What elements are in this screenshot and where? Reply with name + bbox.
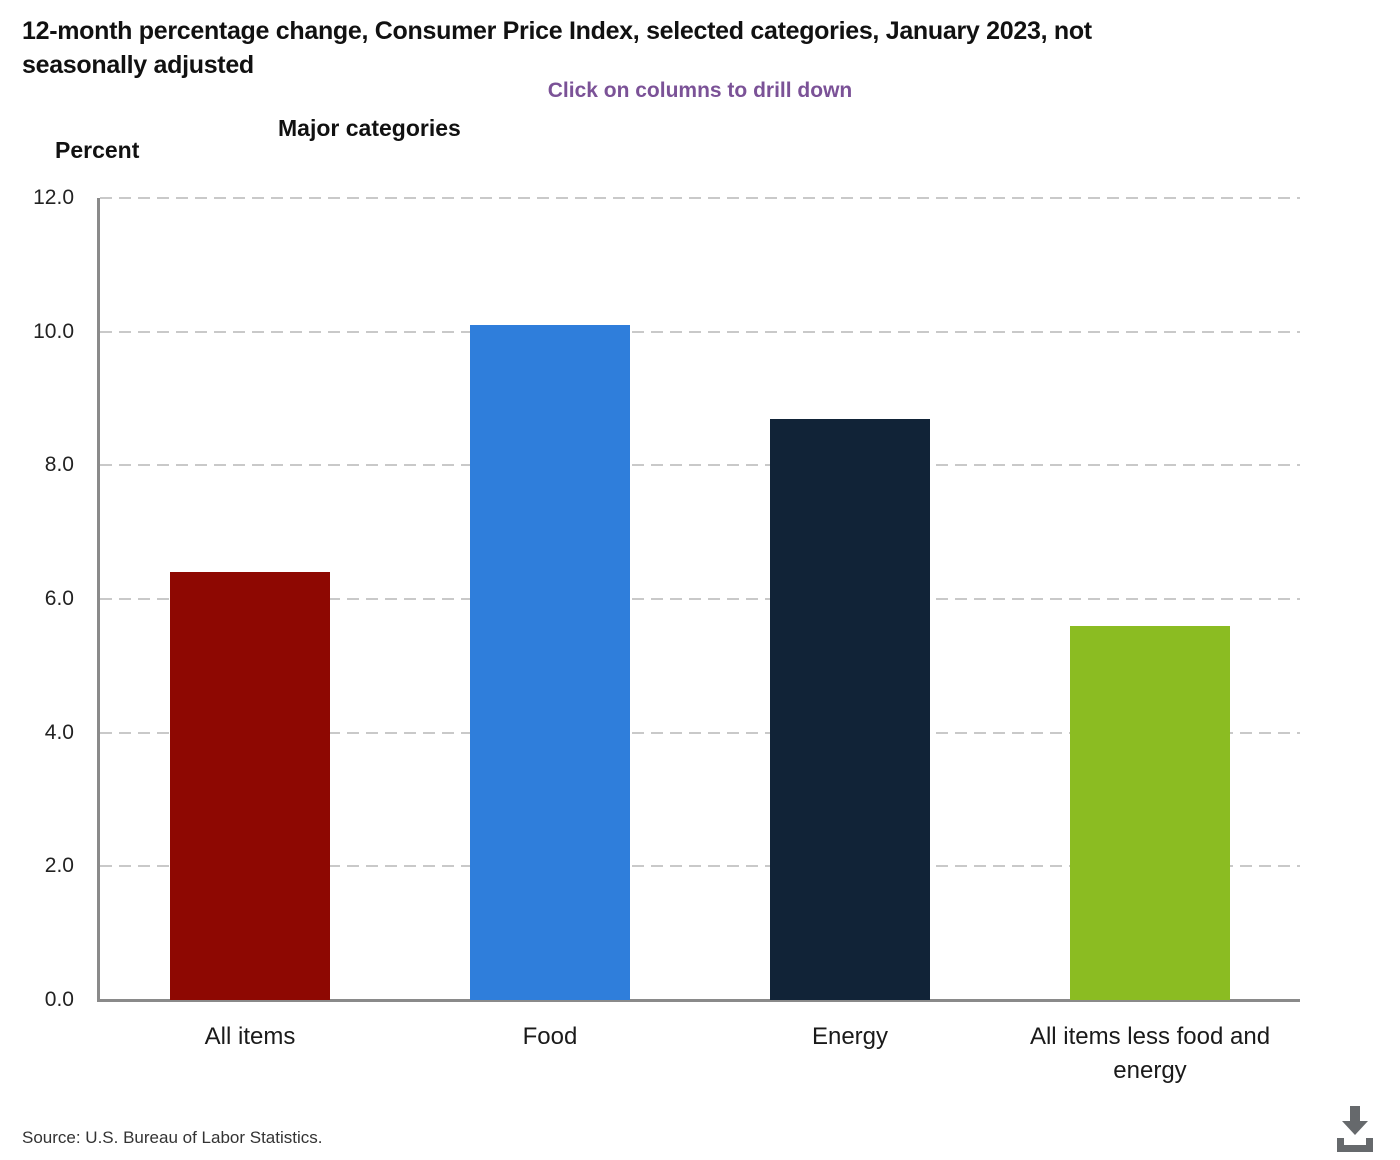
gridline-8.0 [100,464,1300,467]
x-axis-line [97,999,1300,1002]
y-tick-label-10.0: 10.0 [33,319,74,343]
x-axis-title: Major categories [278,115,461,141]
drilldown-hint: Click on columns to drill down [547,79,853,102]
chart-title-line1: 12-month percentage change, Consumer Pri… [22,17,1092,45]
x-tick-label-all-items: All items [204,1023,296,1050]
bar-food[interactable] [470,325,630,1000]
gridline-10.0 [100,330,1300,333]
gridline-12.0 [100,197,1300,199]
y-tick-label-2.0: 2.0 [44,854,74,878]
download-icon [1337,1106,1373,1152]
source-note: Source: U.S. Bureau of Labor Statistics. [22,1128,323,1147]
download-button[interactable] [1334,1105,1376,1153]
plot-area [97,197,1300,1002]
gridline-4.0 [100,731,1300,734]
x-tick-label-energy: Energy [811,1023,889,1050]
chart-title-line2: seasonally adjusted [22,51,254,79]
y-tick-label-12.0: 12.0 [33,186,74,209]
bar-all-items[interactable] [170,572,330,1000]
x-tick-label-food: Food [522,1023,578,1050]
bar-energy[interactable] [770,419,930,1000]
gridline-2.0 [100,865,1300,868]
y-tick-label-0.0: 0.0 [44,988,74,1011]
x-tick-label-all-items-less-food-and-energy: All items less food and energy [1029,1023,1271,1084]
bar-all-items-less-food-and-energy[interactable] [1070,626,1230,1000]
y-tick-label-8.0: 8.0 [44,453,74,477]
y-tick-label-6.0: 6.0 [44,587,74,610]
chart-title: 12-month percentage change, Consumer Pri… [22,14,1372,82]
y-tick-label-4.0: 4.0 [44,720,74,744]
y-axis-title: Percent [55,137,140,163]
gridline-6.0 [100,598,1300,600]
y-axis-line [97,198,100,1000]
